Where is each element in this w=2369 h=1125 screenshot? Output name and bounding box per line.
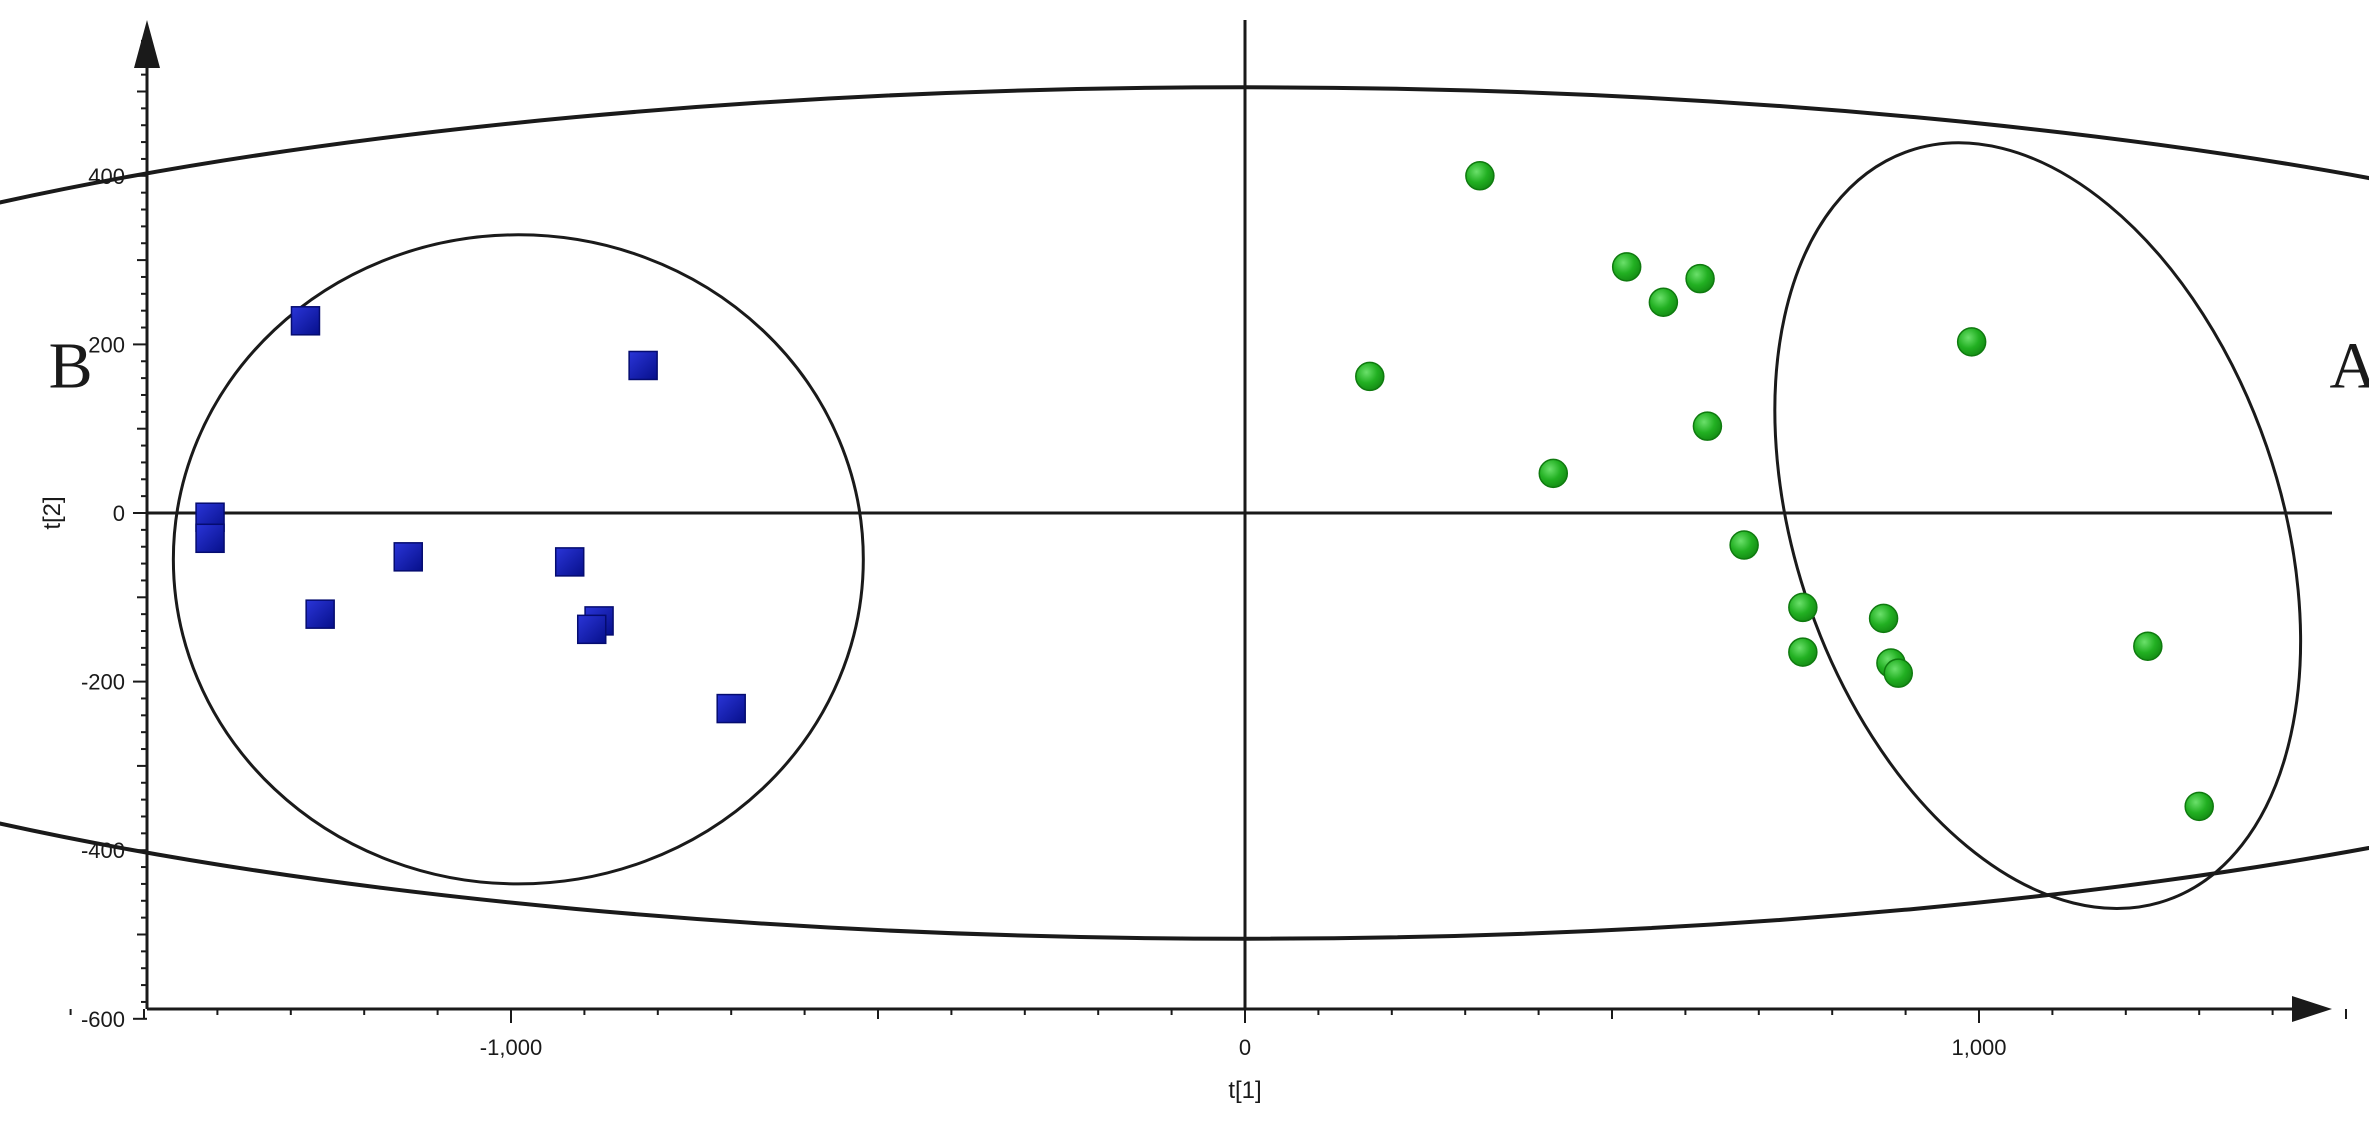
group-b-point: [393, 542, 423, 572]
group-a-point: [1685, 263, 1715, 294]
x-tick-label: 1,000: [1951, 1035, 2006, 1060]
group-a-point: [2184, 791, 2214, 822]
group-ellipse-a: [1773, 141, 2303, 910]
group-label-a: A: [2330, 329, 2369, 402]
group-a-point: [1788, 592, 1818, 623]
y-tick-label: -600: [81, 1007, 125, 1032]
x-axis-title: t[1]: [1228, 1077, 1261, 1104]
group-b-point: [290, 306, 321, 336]
x-tick-label: 0: [1239, 1035, 1251, 1060]
x-tick-label: -1,000: [480, 1035, 542, 1060]
y-axis-arrow: [134, 20, 160, 68]
group-ellipse-b: [171, 233, 865, 886]
group-a-point: [1538, 458, 1569, 489]
group-a-point: [1648, 287, 1679, 317]
group-b-point: [628, 350, 658, 381]
group-b-point: [716, 693, 746, 724]
group-b-point: [195, 523, 225, 554]
ellipse-layer: [0, 85, 2369, 941]
group-a-point: [1611, 252, 1642, 282]
axes-layer: [69, 20, 2347, 1023]
text-layer: -3,000-2,000-1,00001,0002,0004002000-200…: [39, 164, 2369, 1104]
group-a-point: [1883, 658, 1914, 688]
group-label-b: B: [49, 329, 93, 402]
group-a-point: [1692, 411, 1723, 441]
group-a-point: [1729, 530, 1759, 560]
y-tick-label: 400: [88, 164, 125, 189]
group-a-point: [1956, 327, 1987, 357]
group-b-point: [576, 614, 607, 645]
y-axis-title: t[2]: [39, 496, 66, 529]
group-a-point: [1355, 361, 1385, 392]
group-a-point: [1465, 161, 1495, 191]
y-tick-label: -400: [81, 838, 125, 863]
group-b-point: [305, 599, 335, 629]
x-axis-arrow: [2292, 996, 2332, 1022]
y-tick-label: 200: [88, 332, 125, 357]
group-a-point: [1868, 603, 1899, 634]
points-layer: [195, 161, 2214, 822]
y-tick-label: -200: [81, 670, 125, 695]
group-a-point: [1788, 637, 1818, 667]
group-a-point: [2133, 631, 2163, 661]
group-b-point: [554, 547, 585, 577]
y-tick-label: 0: [113, 501, 125, 526]
